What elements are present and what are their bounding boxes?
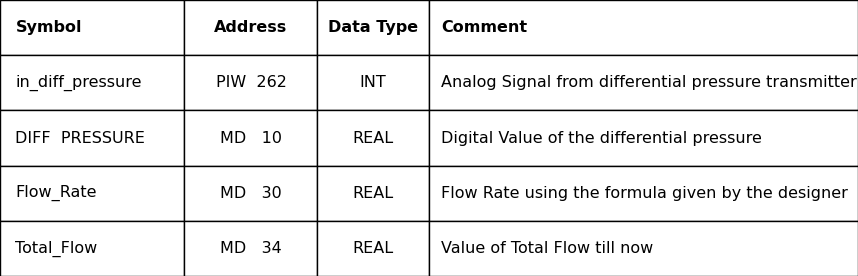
Bar	[184, 110, 317, 166]
Text: Symbol: Symbol	[15, 20, 82, 35]
Bar	[317, 110, 429, 166]
Bar	[317, 221, 429, 276]
Bar	[0, 0, 184, 55]
Text: Analog Signal from differential pressure transmitter: Analog Signal from differential pressure…	[441, 75, 857, 90]
Text: PIW  262: PIW 262	[215, 75, 287, 90]
Text: Flow Rate using the formula given by the designer: Flow Rate using the formula given by the…	[441, 186, 848, 201]
Text: Total_Flow: Total_Flow	[15, 240, 98, 256]
Bar	[184, 55, 317, 110]
Text: DIFF  PRESSURE: DIFF PRESSURE	[15, 131, 145, 145]
Text: Digital Value of the differential pressure: Digital Value of the differential pressu…	[441, 131, 762, 145]
Text: Comment: Comment	[441, 20, 527, 35]
Text: Data Type: Data Type	[328, 20, 419, 35]
Bar	[429, 0, 858, 55]
Text: MD   10: MD 10	[220, 131, 282, 145]
Bar	[429, 221, 858, 276]
Bar	[317, 166, 429, 221]
Bar	[429, 166, 858, 221]
Text: MD   30: MD 30	[221, 186, 281, 201]
Text: Flow_Rate: Flow_Rate	[15, 185, 97, 201]
Text: in_diff_pressure: in_diff_pressure	[15, 75, 142, 91]
Text: REAL: REAL	[353, 186, 394, 201]
Bar	[0, 110, 184, 166]
Text: REAL: REAL	[353, 241, 394, 256]
Bar	[0, 55, 184, 110]
Bar	[0, 221, 184, 276]
Bar	[184, 166, 317, 221]
Text: MD   34: MD 34	[221, 241, 281, 256]
Bar	[184, 0, 317, 55]
Text: INT: INT	[360, 75, 387, 90]
Text: Value of Total Flow till now: Value of Total Flow till now	[441, 241, 653, 256]
Bar	[184, 221, 317, 276]
Text: REAL: REAL	[353, 131, 394, 145]
Text: Address: Address	[214, 20, 287, 35]
Bar	[0, 166, 184, 221]
Bar	[317, 0, 429, 55]
Bar	[429, 110, 858, 166]
Bar	[429, 55, 858, 110]
Bar	[317, 55, 429, 110]
